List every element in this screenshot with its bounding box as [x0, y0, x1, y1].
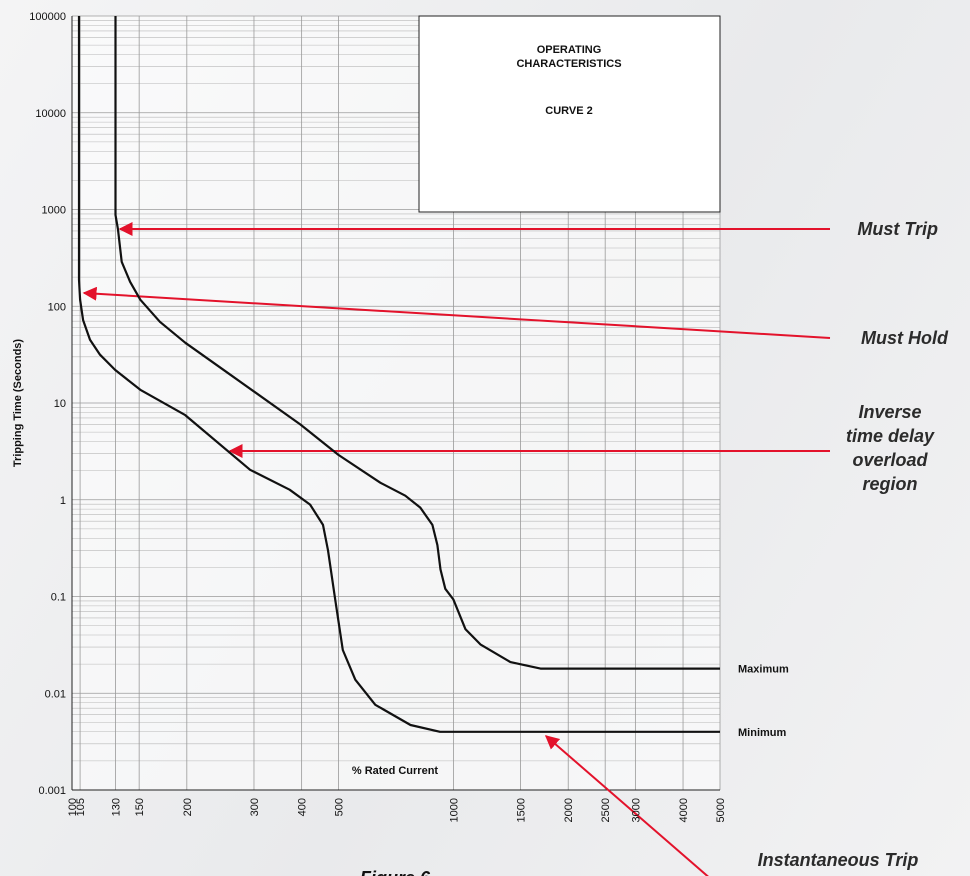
x-tick-label: 3000 [630, 798, 642, 822]
annotation: Inverse [858, 402, 921, 422]
curves [77, 16, 720, 733]
series-label: Maximum [738, 664, 789, 676]
x-tick-label: 1000 [448, 798, 460, 822]
curve [114, 16, 720, 670]
x-tick-label: 105 [75, 798, 87, 816]
y-axis-label: Tripping Time (Seconds) [12, 339, 24, 467]
y-tick-label: 1000 [42, 205, 66, 217]
series-label: Minimum [738, 727, 786, 739]
arrow [544, 735, 709, 876]
curve [77, 16, 720, 733]
annotation: Must Trip [857, 219, 938, 239]
annotation: overload [852, 450, 928, 470]
caption: Figure 6 [360, 868, 431, 876]
x-tick-label: 300 [249, 798, 261, 816]
y-tick-label: 0.001 [38, 785, 66, 797]
y-tick-label: 0.01 [45, 688, 66, 700]
x-tick-label: 2500 [600, 798, 612, 822]
annotation: time delay [846, 426, 935, 446]
chart-title: OPERATING [537, 44, 602, 56]
x-tick-label: 2000 [563, 798, 575, 822]
y-tick-label: 10 [54, 398, 66, 410]
chart-subtitle: CURVE 2 [545, 105, 592, 117]
x-tick-label: 400 [297, 798, 309, 816]
x-tick-label: 5000 [715, 798, 727, 822]
annotation: Instantaneous Trip [758, 850, 919, 870]
x-axis-label: % Rated Current [352, 765, 439, 777]
chart-title: CHARACTERISTICS [516, 58, 621, 70]
x-tick-label: 150 [134, 798, 146, 816]
y-tick-label: 100 [48, 301, 66, 313]
y-tick-label: 0.1 [51, 592, 66, 604]
annotation: Must Hold [861, 328, 949, 348]
x-tick-label: 130 [110, 798, 122, 816]
annotation: region [862, 474, 917, 494]
x-tick-label: 1500 [516, 798, 528, 822]
y-tick-label: 10000 [35, 108, 66, 120]
arrow [82, 286, 831, 339]
y-tick-label: 1 [60, 495, 66, 507]
x-tick-label: 500 [334, 798, 346, 816]
x-tick-label: 100 [67, 798, 79, 816]
y-tick-label: 100000 [29, 11, 66, 23]
title-box [418, 15, 721, 213]
x-tick-label: 4000 [678, 798, 690, 822]
grid [71, 15, 721, 791]
x-tick-label: 200 [182, 798, 194, 816]
